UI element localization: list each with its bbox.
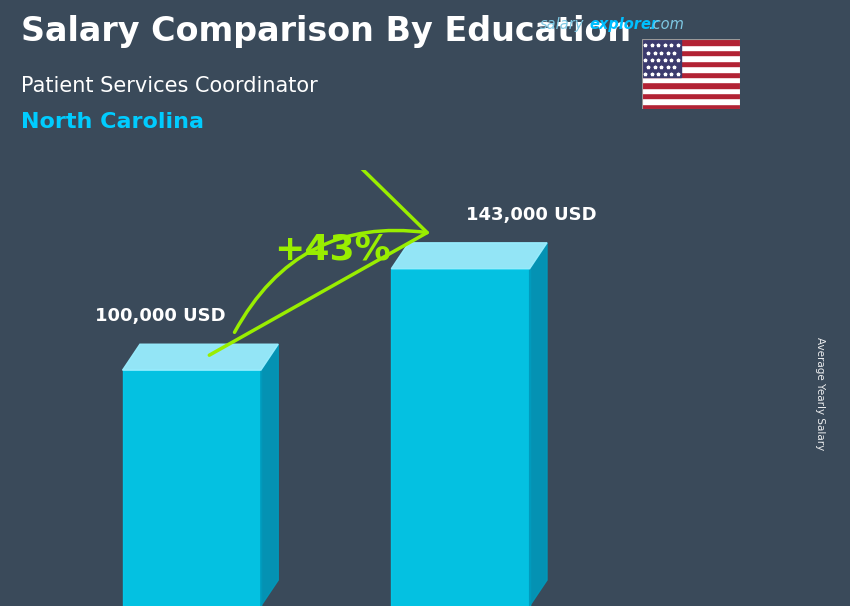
Bar [642, 82, 740, 88]
Text: 100,000 USD: 100,000 USD [94, 307, 225, 325]
Text: Average Yearly Salary: Average Yearly Salary [815, 338, 825, 450]
Bar [642, 61, 740, 66]
Text: 143,000 USD: 143,000 USD [467, 206, 597, 224]
Bar [642, 88, 740, 93]
Bar [642, 50, 740, 56]
Polygon shape [530, 243, 547, 606]
Bar [642, 77, 740, 82]
Bar [391, 268, 530, 606]
Polygon shape [122, 344, 278, 370]
Bar [122, 370, 261, 606]
Text: explorer: explorer [589, 17, 658, 32]
Bar [642, 56, 740, 61]
Text: Patient Services Coordinator: Patient Services Coordinator [21, 76, 318, 96]
Bar [642, 104, 740, 109]
FancyArrowPatch shape [209, 58, 428, 355]
Text: +43%: +43% [275, 233, 391, 267]
Text: salary: salary [540, 17, 584, 32]
Bar [642, 39, 740, 45]
Text: Salary Comparison By Education: Salary Comparison By Education [21, 15, 632, 48]
Bar [642, 39, 681, 77]
Polygon shape [261, 344, 278, 606]
Bar [642, 66, 740, 72]
Polygon shape [391, 243, 547, 268]
Bar [642, 98, 740, 104]
Bar [642, 45, 740, 50]
Bar [642, 72, 740, 77]
Text: North Carolina: North Carolina [21, 112, 204, 132]
Text: .com: .com [648, 17, 683, 32]
Bar [642, 93, 740, 98]
